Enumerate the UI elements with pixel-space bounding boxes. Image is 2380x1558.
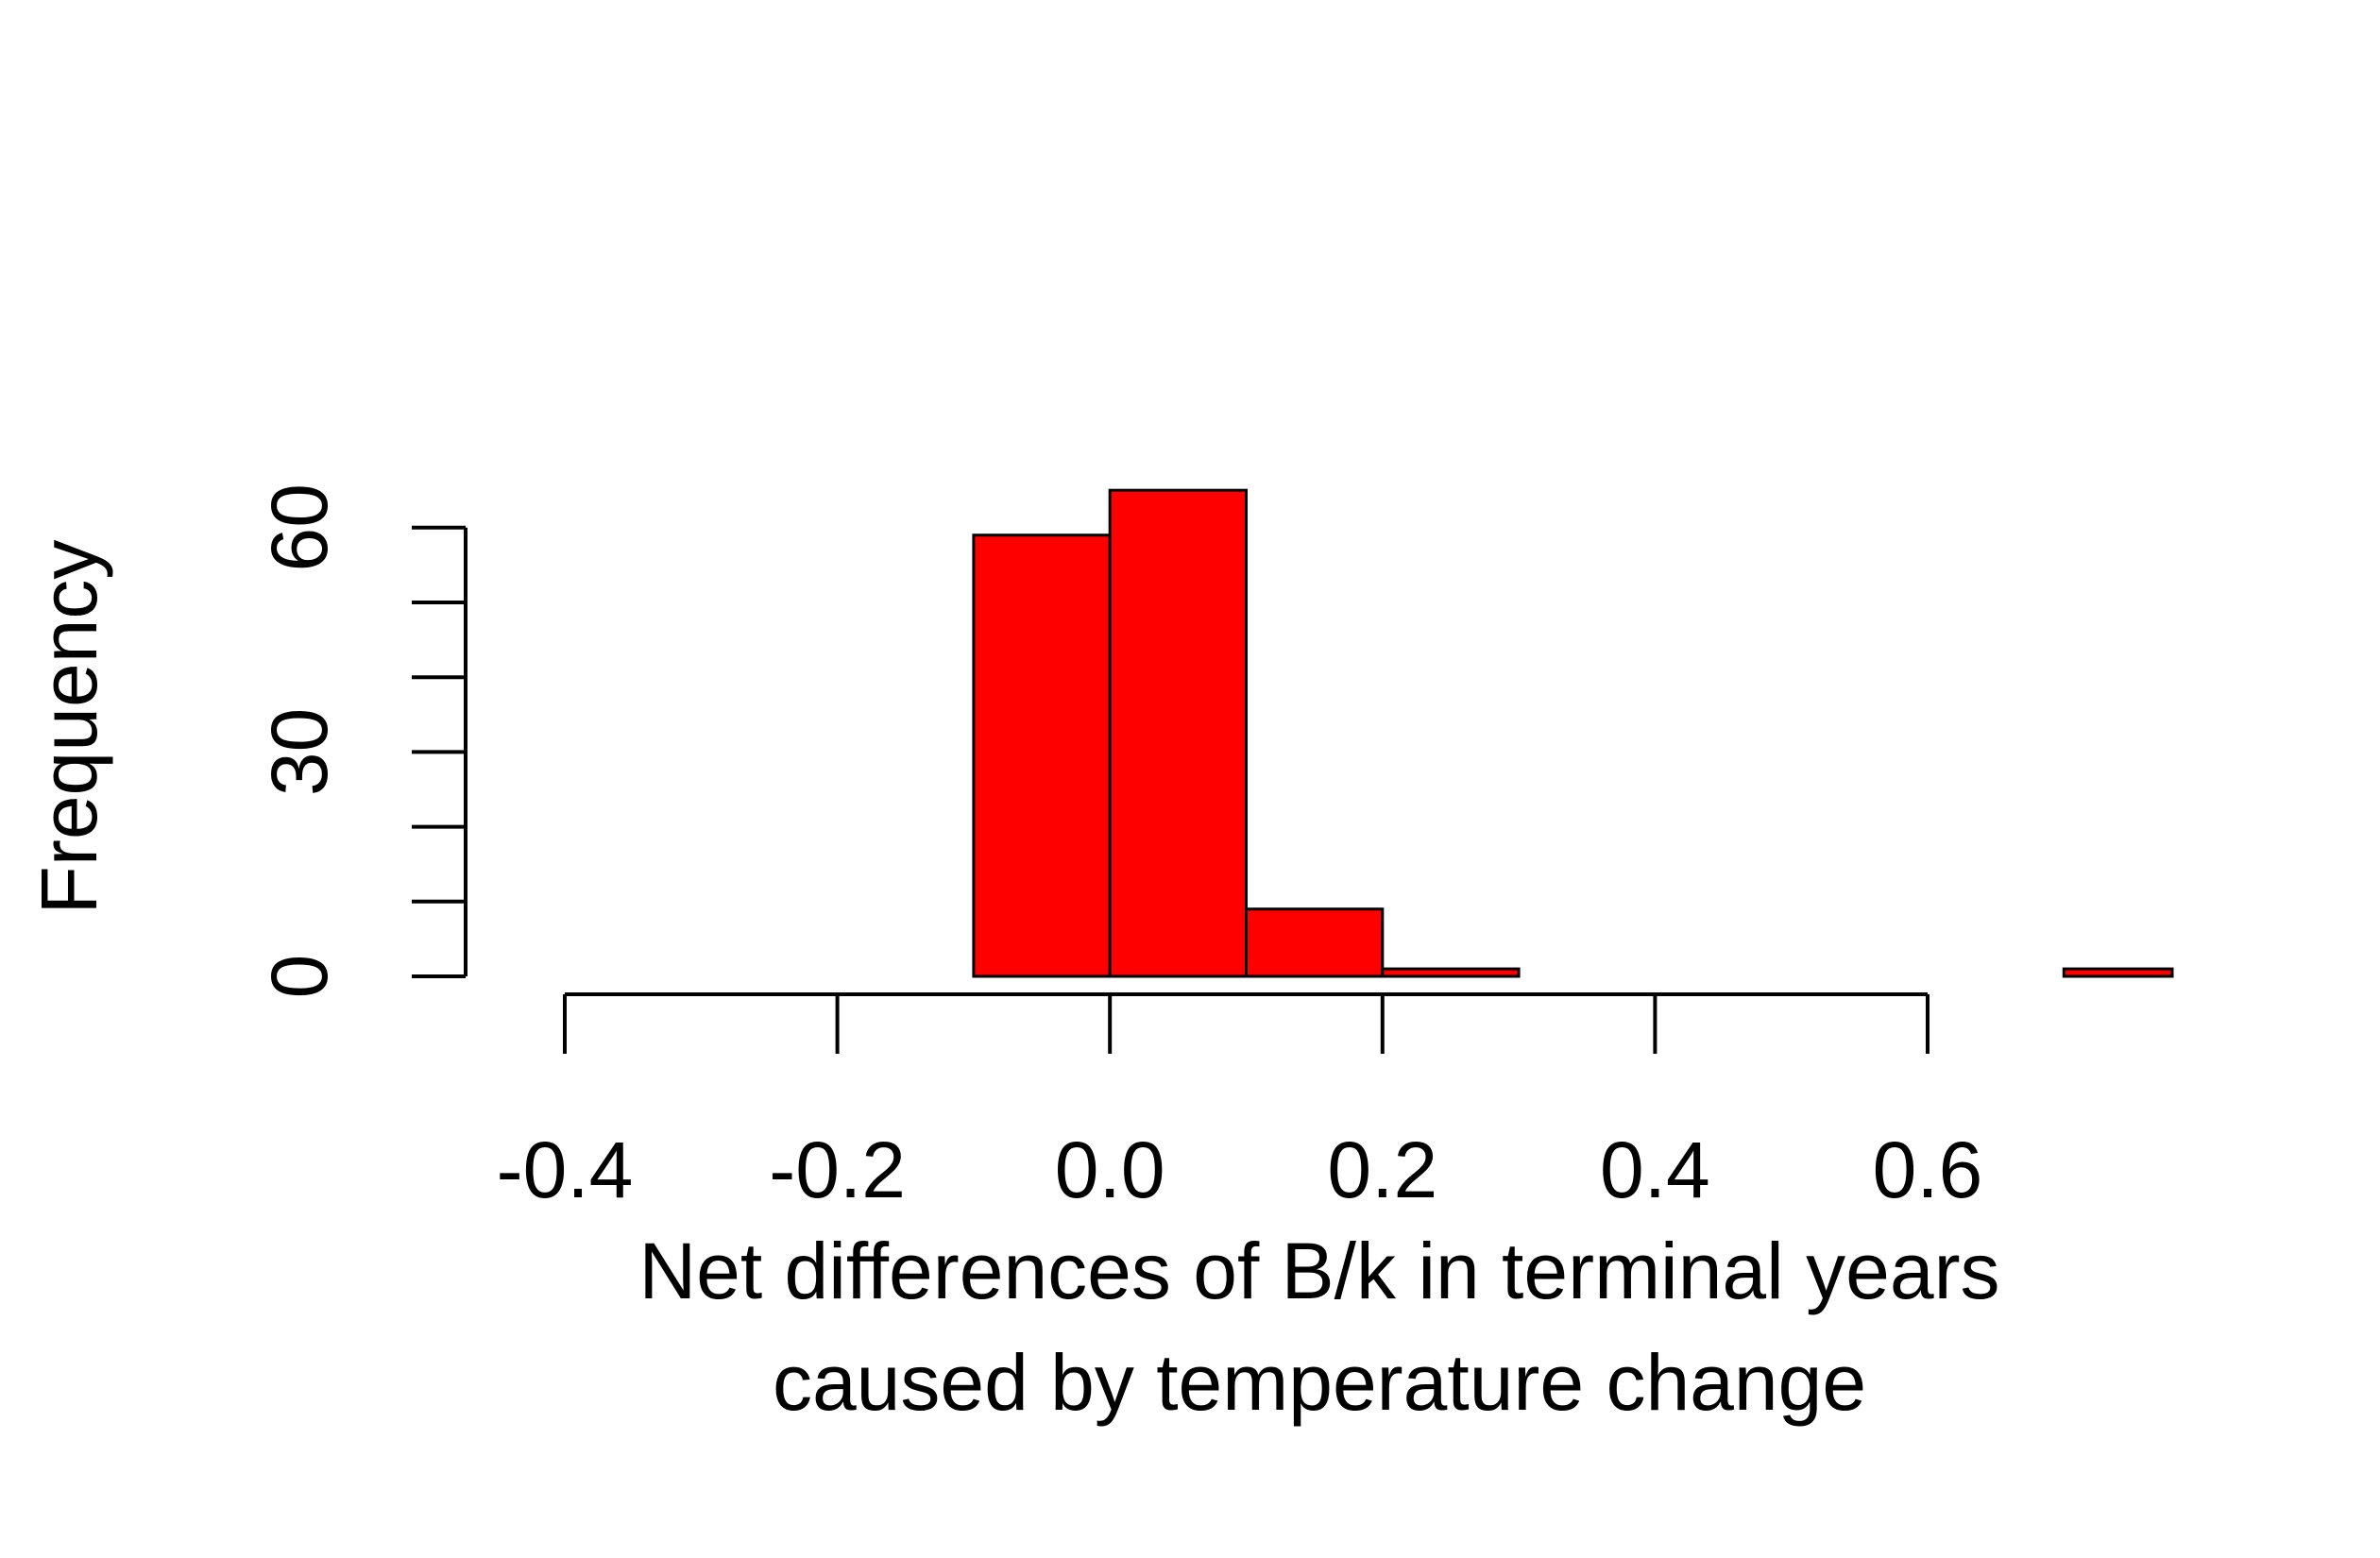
x-axis-tick-label: 0.4 [1600, 1126, 1710, 1214]
histogram-bar [1245, 907, 1385, 978]
x-axis-title-line-2: caused by temperature change [773, 1338, 1866, 1427]
x-axis-tick-label: 0.6 [1873, 1126, 1983, 1214]
histogram-bar [972, 533, 1112, 978]
y-axis-tick-label: 0 [255, 955, 344, 999]
x-axis-tick-label: -0.2 [769, 1126, 906, 1214]
x-axis-title-line-1: Net differences of B/k in terminal years [638, 1227, 1999, 1315]
x-axis-tick-label: -0.4 [497, 1126, 634, 1214]
histogram-bar [1108, 488, 1248, 978]
y-axis-title: Frequency [25, 540, 113, 915]
x-axis: -0.4 -0.2 0.0 0.2 0.4 0.6 [497, 992, 1983, 1214]
y-axis-tick-label: 30 [255, 708, 344, 796]
x-axis-tick-label: 0.0 [1055, 1126, 1165, 1214]
bars-group [972, 488, 2174, 978]
y-axis: 0 30 60 [255, 483, 468, 999]
y-axis-tick-label: 60 [255, 483, 344, 571]
x-axis-tick-label: 0.2 [1327, 1126, 1437, 1214]
histogram-bar [2062, 967, 2174, 978]
histogram-bar [1381, 967, 1521, 978]
